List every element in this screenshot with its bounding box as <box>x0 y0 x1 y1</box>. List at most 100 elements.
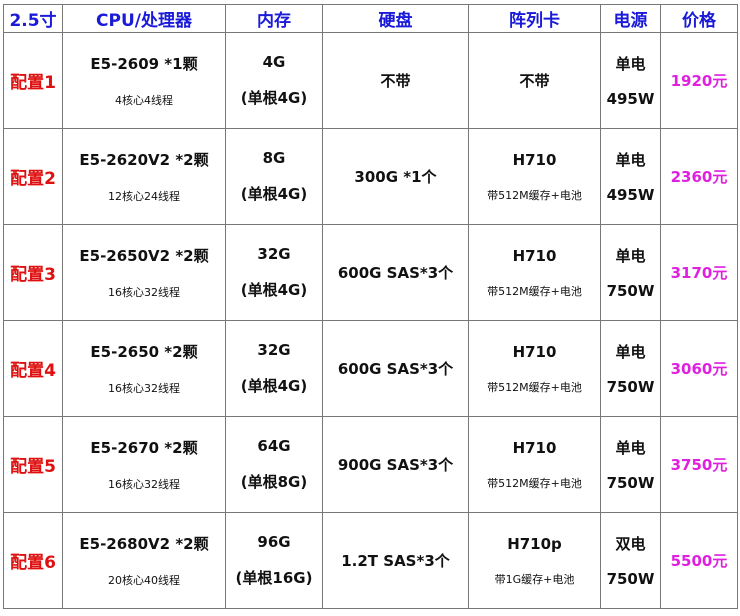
psu-watts: 750W <box>606 474 655 492</box>
header-cpu: CPU/处理器 <box>62 4 226 33</box>
psu-type: 单电 <box>615 439 646 457</box>
header-memory: 内存 <box>225 4 323 33</box>
memory-cell: 4G (单根4G) <box>225 32 323 129</box>
price-cell: 1920元 <box>660 32 738 129</box>
raid-cell: H710 带512M缓存+电池 <box>468 128 601 225</box>
psu-type: 单电 <box>615 343 646 361</box>
raid-model: H710 <box>512 246 557 265</box>
memory-cell: 8G (单根4G) <box>225 128 323 225</box>
cpu-cell: E5-2620V2 *2颗 12核心24线程 <box>62 128 226 225</box>
raid-cell: H710 带512M缓存+电池 <box>468 416 601 513</box>
raid-detail: 带512M缓存+电池 <box>487 284 582 298</box>
raid-detail: 带512M缓存+电池 <box>487 188 582 202</box>
raid-cell: H710 带512M缓存+电池 <box>468 320 601 417</box>
price-cell: 3750元 <box>660 416 738 513</box>
header-psu: 电源 <box>600 4 661 33</box>
table-row: 配置6 E5-2680V2 *2颗 20核心40线程 96G (单根16G) 1.2… <box>3 512 738 609</box>
raid-cell: 不带 <box>468 32 601 129</box>
cpu-model: E5-2650V2 *2颗 <box>79 247 209 265</box>
raid-cell: H710 带512M缓存+电池 <box>468 224 601 321</box>
cpu-threads: 4核心4线程 <box>115 94 173 107</box>
cpu-cell: E5-2609 *1颗 4核心4线程 <box>62 32 226 129</box>
config-name: 配置3 <box>3 224 63 321</box>
memory-cell: 96G (单根16G) <box>225 512 323 609</box>
disk-cell: 600G SAS*3个 <box>322 320 469 417</box>
raid-model: H710 <box>512 438 557 457</box>
memory-size: 32G <box>257 341 291 359</box>
psu-cell: 单电 495W <box>600 32 661 129</box>
raid-detail: 带512M缓存+电池 <box>487 380 582 394</box>
table-row: 配置3 E5-2650V2 *2颗 16核心32线程 32G (单根4G) 600G… <box>3 224 738 321</box>
cpu-cell: E5-2650 *2颗 16核心32线程 <box>62 320 226 417</box>
config-name: 配置4 <box>3 320 63 417</box>
psu-watts: 750W <box>606 282 655 300</box>
header-raid: 阵列卡 <box>468 4 601 33</box>
psu-watts: 495W <box>606 90 655 108</box>
memory-cell: 32G (单根4G) <box>225 320 323 417</box>
raid-detail: 带1G缓存+电池 <box>494 572 575 586</box>
price-cell: 3170元 <box>660 224 738 321</box>
memory-size: 96G <box>257 533 291 551</box>
memory-size: 8G <box>262 149 286 167</box>
table-row: 配置5 E5-2670 *2颗 16核心32线程 64G (单根8G) 900G S… <box>3 416 738 513</box>
raid-model: H710 <box>512 150 557 169</box>
psu-type: 双电 <box>615 535 646 553</box>
table-row: 配置1 E5-2609 *1颗 4核心4线程 4G (单根4G) 不带 不带 单电 4… <box>3 32 738 129</box>
psu-type: 单电 <box>615 151 646 169</box>
config-name: 配置2 <box>3 128 63 225</box>
cpu-cell: E5-2680V2 *2颗 20核心40线程 <box>62 512 226 609</box>
disk-cell: 300G *1个 <box>322 128 469 225</box>
memory-size: 4G <box>262 53 286 71</box>
cpu-model: E5-2680V2 *2颗 <box>79 535 209 553</box>
config-name: 配置1 <box>3 32 63 129</box>
psu-watts: 750W <box>606 378 655 396</box>
memory-detail: (单根8G) <box>240 473 308 491</box>
psu-cell: 单电 750W <box>600 224 661 321</box>
server-config-table: 2.5寸 CPU/处理器 内存 硬盘 阵列卡 电源 价格 配置1 E5-2609… <box>3 4 738 609</box>
table-row: 配置4 E5-2650 *2颗 16核心32线程 32G (单根4G) 600G S… <box>3 320 738 417</box>
config-name: 配置5 <box>3 416 63 513</box>
cpu-threads: 12核心24线程 <box>108 190 180 203</box>
raid-model: 不带 <box>519 72 550 90</box>
psu-cell: 单电 750W <box>600 320 661 417</box>
config-name: 配置6 <box>3 512 63 609</box>
cpu-threads: 16核心32线程 <box>108 382 180 395</box>
memory-detail: (单根16G) <box>235 569 313 587</box>
memory-size: 64G <box>257 437 291 455</box>
cpu-cell: E5-2670 *2颗 16核心32线程 <box>62 416 226 513</box>
header-size: 2.5寸 <box>3 4 63 33</box>
price-cell: 2360元 <box>660 128 738 225</box>
header-price: 价格 <box>660 4 738 33</box>
cpu-model: E5-2650 *2颗 <box>90 343 198 361</box>
cpu-model: E5-2620V2 *2颗 <box>79 151 209 169</box>
price-cell: 3060元 <box>660 320 738 417</box>
price-cell: 5500元 <box>660 512 738 609</box>
table-row: 配置2 E5-2620V2 *2颗 12核心24线程 8G (单根4G) 300G … <box>3 128 738 225</box>
cpu-threads: 16核心32线程 <box>108 286 180 299</box>
memory-cell: 64G (单根8G) <box>225 416 323 513</box>
psu-cell: 单电 750W <box>600 416 661 513</box>
raid-model: H710 <box>512 342 557 361</box>
psu-cell: 单电 495W <box>600 128 661 225</box>
psu-cell: 双电 750W <box>600 512 661 609</box>
cpu-threads: 16核心32线程 <box>108 478 180 491</box>
cpu-model: E5-2670 *2颗 <box>90 439 198 457</box>
memory-size: 32G <box>257 245 291 263</box>
raid-model: H710p <box>507 534 562 553</box>
disk-cell: 900G SAS*3个 <box>322 416 469 513</box>
disk-cell: 600G SAS*3个 <box>322 224 469 321</box>
raid-cell: H710p 带1G缓存+电池 <box>468 512 601 609</box>
disk-cell: 1.2T SAS*3个 <box>322 512 469 609</box>
memory-detail: (单根4G) <box>240 89 308 107</box>
memory-detail: (单根4G) <box>240 281 308 299</box>
memory-cell: 32G (单根4G) <box>225 224 323 321</box>
raid-detail: 带512M缓存+电池 <box>487 476 582 490</box>
memory-detail: (单根4G) <box>240 185 308 203</box>
header-disk: 硬盘 <box>322 4 469 33</box>
psu-watts: 495W <box>606 186 655 204</box>
cpu-model: E5-2609 *1颗 <box>90 55 198 73</box>
psu-watts: 750W <box>606 570 655 588</box>
cpu-cell: E5-2650V2 *2颗 16核心32线程 <box>62 224 226 321</box>
memory-detail: (单根4G) <box>240 377 308 395</box>
psu-type: 单电 <box>615 247 646 265</box>
